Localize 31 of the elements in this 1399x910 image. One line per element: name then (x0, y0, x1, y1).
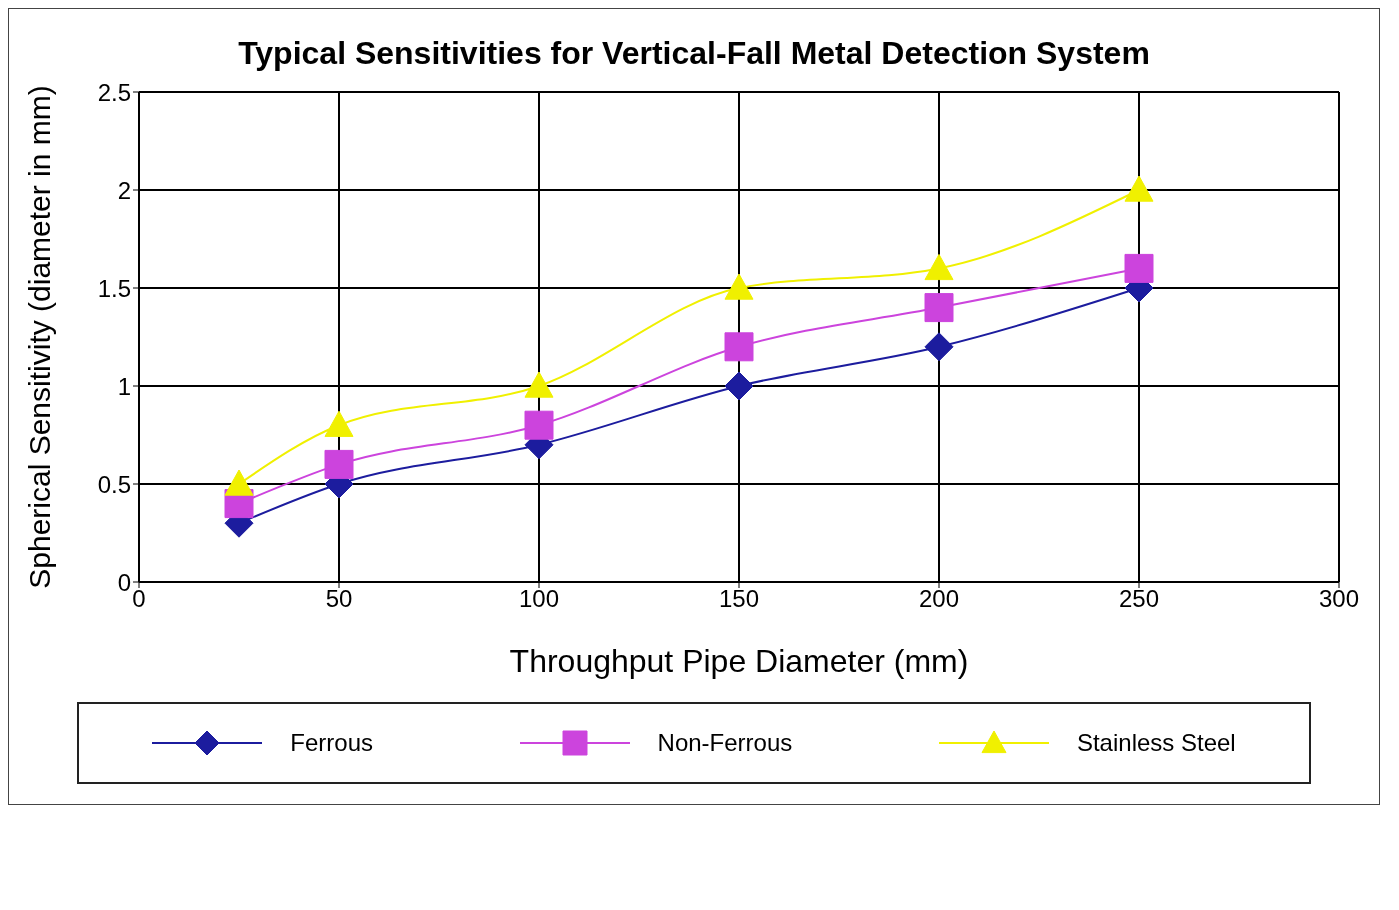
point (1124, 253, 1154, 283)
y-tick-label: 2.5 (97, 78, 131, 106)
x-tick-label: 250 (1118, 585, 1160, 613)
y-tick-label: 2 (117, 176, 131, 204)
y-axis-title: Spherical Sensitivity (diameter in mm) (22, 85, 56, 589)
x-tick-label: 200 (918, 585, 960, 613)
x-tick-label: 50 (325, 585, 353, 613)
point (924, 293, 954, 323)
y-tick-label: 1.5 (97, 274, 131, 302)
point (524, 371, 554, 398)
point (924, 253, 954, 281)
x-tick-label: 300 (1318, 585, 1360, 613)
legend-label: Stainless Steel (1076, 729, 1236, 757)
legend-label: Ferrous (290, 729, 373, 757)
x-tick-label: 150 (718, 585, 760, 613)
legend-label: Non-Ferrous (657, 729, 793, 757)
chart-title: Typical Sensitivities for Vertical-Fall Metal Detection System (237, 35, 1151, 72)
point (1124, 175, 1154, 202)
point (524, 410, 554, 440)
y-tick-label: 0 (117, 568, 131, 596)
y-tick-label: 1 (117, 372, 131, 400)
point (724, 332, 754, 362)
point (924, 332, 954, 362)
point (724, 371, 754, 401)
point (724, 273, 754, 300)
point (224, 469, 254, 496)
x-tick-label: 100 (518, 585, 560, 613)
x-axis-title: Throughput Pipe Diameter (mm) (509, 643, 969, 679)
point (324, 449, 354, 479)
point (324, 410, 354, 437)
y-tick-label: 0.5 (97, 470, 131, 498)
